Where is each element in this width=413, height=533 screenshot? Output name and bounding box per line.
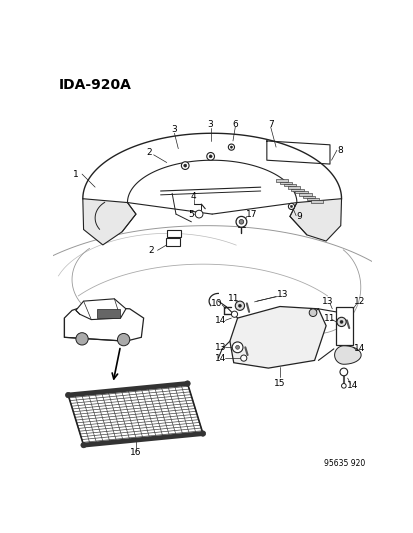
- Circle shape: [200, 431, 205, 436]
- FancyBboxPatch shape: [299, 193, 311, 196]
- Circle shape: [209, 155, 211, 158]
- Text: 7: 7: [267, 119, 273, 128]
- Text: 3: 3: [207, 119, 213, 128]
- Polygon shape: [229, 306, 325, 368]
- Text: 13: 13: [276, 290, 287, 300]
- Circle shape: [65, 392, 71, 398]
- Circle shape: [339, 320, 342, 324]
- Circle shape: [183, 164, 186, 167]
- Polygon shape: [68, 384, 202, 445]
- FancyBboxPatch shape: [306, 198, 318, 200]
- Text: 10: 10: [211, 299, 222, 308]
- Text: 4: 4: [190, 192, 196, 201]
- FancyBboxPatch shape: [275, 180, 288, 182]
- FancyBboxPatch shape: [279, 182, 292, 184]
- Text: IDA-920A: IDA-920A: [59, 78, 131, 92]
- Text: 16: 16: [130, 448, 141, 457]
- FancyBboxPatch shape: [283, 184, 295, 187]
- Circle shape: [238, 304, 241, 308]
- Text: 6: 6: [232, 119, 237, 128]
- Text: 12: 12: [353, 297, 364, 305]
- Text: 11: 11: [323, 313, 335, 322]
- Polygon shape: [64, 306, 143, 341]
- Circle shape: [206, 152, 214, 160]
- Text: 5: 5: [188, 209, 194, 219]
- Circle shape: [235, 216, 246, 227]
- Polygon shape: [335, 306, 352, 345]
- Polygon shape: [76, 299, 126, 320]
- Text: 3: 3: [171, 125, 177, 134]
- Text: 15: 15: [273, 379, 285, 388]
- Text: 8: 8: [336, 146, 342, 155]
- Text: 13: 13: [214, 343, 226, 352]
- Text: 11: 11: [228, 294, 239, 303]
- Circle shape: [230, 146, 232, 148]
- Circle shape: [339, 368, 347, 376]
- FancyBboxPatch shape: [291, 189, 303, 191]
- Circle shape: [195, 210, 202, 218]
- Polygon shape: [83, 199, 135, 245]
- Circle shape: [232, 342, 242, 353]
- FancyBboxPatch shape: [302, 196, 315, 198]
- FancyBboxPatch shape: [166, 238, 179, 246]
- Circle shape: [240, 355, 246, 361]
- Circle shape: [288, 203, 294, 209]
- Text: 14: 14: [347, 381, 358, 390]
- Circle shape: [309, 309, 316, 317]
- Text: 14: 14: [214, 316, 226, 325]
- FancyBboxPatch shape: [166, 230, 180, 237]
- FancyBboxPatch shape: [294, 191, 307, 193]
- FancyBboxPatch shape: [97, 309, 119, 318]
- Circle shape: [76, 333, 88, 345]
- Text: 14: 14: [353, 344, 364, 353]
- Text: 14: 14: [214, 353, 226, 362]
- Circle shape: [235, 345, 239, 349]
- Circle shape: [81, 442, 86, 448]
- Text: 9: 9: [296, 212, 301, 221]
- Circle shape: [336, 317, 345, 327]
- Circle shape: [239, 220, 243, 224]
- Text: 1: 1: [73, 169, 78, 179]
- Circle shape: [341, 384, 345, 388]
- Text: 17: 17: [245, 209, 256, 219]
- Text: 2: 2: [148, 246, 154, 255]
- Circle shape: [228, 144, 234, 150]
- Text: 13: 13: [321, 297, 332, 305]
- Polygon shape: [334, 346, 360, 364]
- Circle shape: [117, 334, 129, 346]
- Circle shape: [184, 381, 190, 386]
- Polygon shape: [289, 199, 341, 241]
- Circle shape: [235, 301, 244, 310]
- Circle shape: [231, 311, 237, 317]
- Circle shape: [181, 161, 189, 169]
- Circle shape: [290, 205, 292, 207]
- Text: 2: 2: [146, 148, 152, 157]
- FancyBboxPatch shape: [310, 200, 322, 203]
- FancyBboxPatch shape: [287, 187, 299, 189]
- Text: 95635 920: 95635 920: [323, 459, 365, 468]
